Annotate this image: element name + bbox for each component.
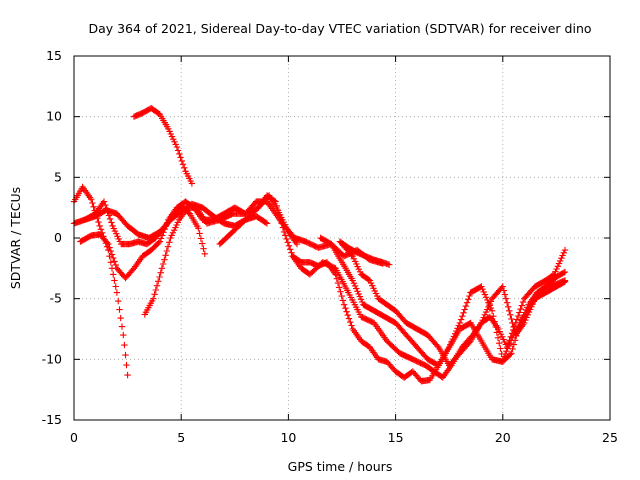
series-track-3 [130,105,196,187]
y-tick-label: -10 [42,351,62,366]
y-tick-label: -15 [42,412,62,427]
axis-ticks: 0 5 10 15 20 25 -15 -10 -5 0 5 10 15 [42,48,618,445]
x-tick-label: 25 [602,430,618,445]
series-track-7 [216,192,569,381]
x-tick-label: 15 [388,430,404,445]
x-tick-label: 0 [70,430,78,445]
y-tick-label: 15 [46,48,62,63]
data-series [70,105,569,385]
series-track-11 [336,238,393,268]
chart-title: Day 364 of 2021, Sidereal Day-to-day VTE… [88,21,591,36]
series-track-5 [141,192,301,318]
y-tick-label: 5 [54,169,62,184]
x-tick-label: 10 [280,430,296,445]
series-markers [336,238,393,268]
y-tick-label: -5 [50,291,62,306]
series-markers [130,105,196,187]
y-axis-label: SDTVAR / TECUs [8,187,23,289]
x-tick-label: 20 [495,430,511,445]
series-markers [141,192,301,318]
y-tick-label: 10 [46,109,62,124]
x-axis-label: GPS time / hours [288,459,393,474]
y-tick-label: 0 [54,230,62,245]
series-markers [216,192,569,381]
x-tick-label: 5 [177,430,185,445]
